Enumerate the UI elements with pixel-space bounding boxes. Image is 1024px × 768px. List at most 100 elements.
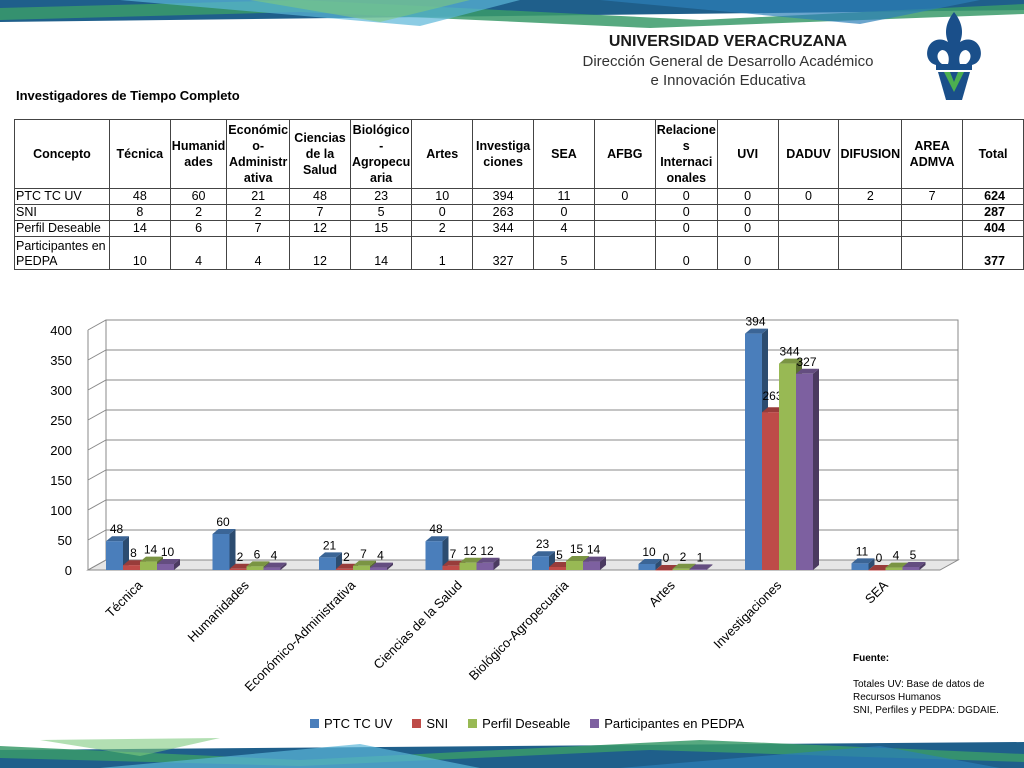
- bar-top: [902, 562, 926, 567]
- data-label: 60: [216, 515, 230, 529]
- bar-top: [672, 563, 696, 569]
- data-label: 6: [254, 547, 261, 561]
- bar: [549, 567, 566, 570]
- table-cell: [593, 204, 656, 221]
- y-tick-label: 250: [50, 413, 72, 428]
- x-tick-label: SEA: [862, 577, 891, 606]
- bar-side: [868, 558, 875, 570]
- bar-side: [706, 564, 713, 570]
- bar: [902, 567, 920, 570]
- bar: [796, 373, 813, 570]
- bar: [229, 568, 247, 570]
- table-header-cell: Artes: [411, 119, 474, 189]
- bar-top: [140, 556, 163, 562]
- bar: [425, 541, 443, 570]
- bar-top: [638, 559, 662, 564]
- legend-label: Perfil Deseable: [482, 716, 571, 731]
- legend-swatch: [412, 719, 422, 728]
- data-label: 2: [680, 550, 687, 564]
- data-label: 394: [745, 315, 765, 329]
- table-cell: 4: [533, 220, 595, 237]
- table-cell: 0: [716, 204, 779, 221]
- legend-label: SNI: [426, 716, 449, 731]
- researchers-bar-chart: 0 50 100 150 200 250 300 350 400 48 8 14 10 Técnica 60…: [0, 300, 1024, 705]
- bar-top: [106, 536, 129, 542]
- x-tick-label: Artes: [646, 577, 678, 609]
- data-label: 23: [536, 537, 550, 551]
- table-header-cell: Humanid ades: [169, 119, 228, 189]
- table-cell: 7: [901, 188, 964, 205]
- bar-side: [229, 529, 236, 570]
- bar: [779, 363, 796, 570]
- x-tick-label: Económico-Administrativa: [241, 577, 358, 694]
- gridline: [87, 409, 958, 421]
- table-header-cell: DIFUSION: [838, 119, 903, 189]
- table-header-cell: Concepto: [14, 119, 110, 189]
- data-label: 263: [762, 389, 782, 403]
- data-label: 4: [377, 549, 384, 563]
- bar: [336, 568, 353, 570]
- bar-top: [157, 559, 180, 564]
- legend-swatch: [468, 719, 478, 728]
- data-label: 2: [343, 550, 350, 564]
- table-cell: 12: [289, 236, 351, 270]
- table-cell: 0: [533, 204, 595, 221]
- bar-side: [655, 559, 662, 570]
- table-row-label: Participantes en PEDPA: [14, 236, 110, 270]
- bar: [246, 566, 264, 570]
- bar-side: [600, 556, 606, 570]
- bar: [762, 412, 779, 570]
- source-line-2: SNI, Perfiles y PEDPA: DGDAIE.: [853, 705, 999, 716]
- data-label: 0: [876, 551, 883, 565]
- x-tick-label: Técnica: [103, 577, 146, 620]
- table-total-cell: 624: [962, 188, 1024, 205]
- bottom-decorative-banner: [0, 736, 1024, 768]
- legend-swatch: [590, 719, 600, 728]
- table-cell: [593, 236, 656, 270]
- bar-side: [442, 536, 449, 570]
- legend-item: Participantes en PEDPA: [590, 716, 744, 731]
- bar-top: [246, 561, 270, 567]
- bar: [583, 561, 600, 570]
- bar: [140, 561, 157, 570]
- section-title: Investigadores de Tiempo Completo: [16, 88, 240, 103]
- bar: [263, 567, 281, 570]
- bar-side: [174, 559, 180, 570]
- data-label: 344: [779, 345, 799, 359]
- table-header-cell: Económic o- Administr ativa: [226, 119, 291, 189]
- bar: [868, 570, 886, 571]
- bar: [459, 562, 477, 570]
- table-cell: 8: [108, 204, 171, 221]
- y-tick-label: 300: [50, 383, 72, 398]
- bar-top: [370, 562, 393, 568]
- bar-top: [796, 368, 819, 374]
- table-cell: [901, 220, 964, 237]
- bar: [655, 570, 673, 571]
- bar-top: [212, 529, 236, 534]
- table-cell: 2: [838, 188, 903, 205]
- data-label: 2: [237, 550, 244, 564]
- table-cell: 344: [472, 220, 535, 237]
- bar-top: [779, 358, 802, 364]
- source-title: Fuente:: [853, 653, 890, 664]
- table-row-label: SNI: [14, 204, 110, 221]
- data-label: 8: [130, 546, 137, 560]
- table-cell: 1: [411, 236, 474, 270]
- table-cell: 0: [777, 188, 840, 205]
- bar-side: [387, 562, 393, 570]
- table-header-cell: SEA: [533, 119, 595, 189]
- data-label: 4: [893, 549, 900, 563]
- table-header-cell: Ciencias de la Salud: [289, 119, 351, 189]
- table-total-cell: 377: [962, 236, 1024, 270]
- x-tick-label: Biológico-Agropecuaria: [466, 577, 572, 683]
- legend-item: PTC TC UV: [310, 716, 392, 731]
- table-cell: 2: [169, 204, 228, 221]
- bar: [212, 534, 230, 570]
- data-label: 327: [796, 355, 816, 369]
- table-header-cell: Relacione s Internaci onales: [654, 119, 718, 189]
- table-cell: 10: [108, 236, 171, 270]
- table-cell: 4: [226, 236, 291, 270]
- table-cell: 14: [349, 236, 413, 270]
- bar: [370, 567, 387, 570]
